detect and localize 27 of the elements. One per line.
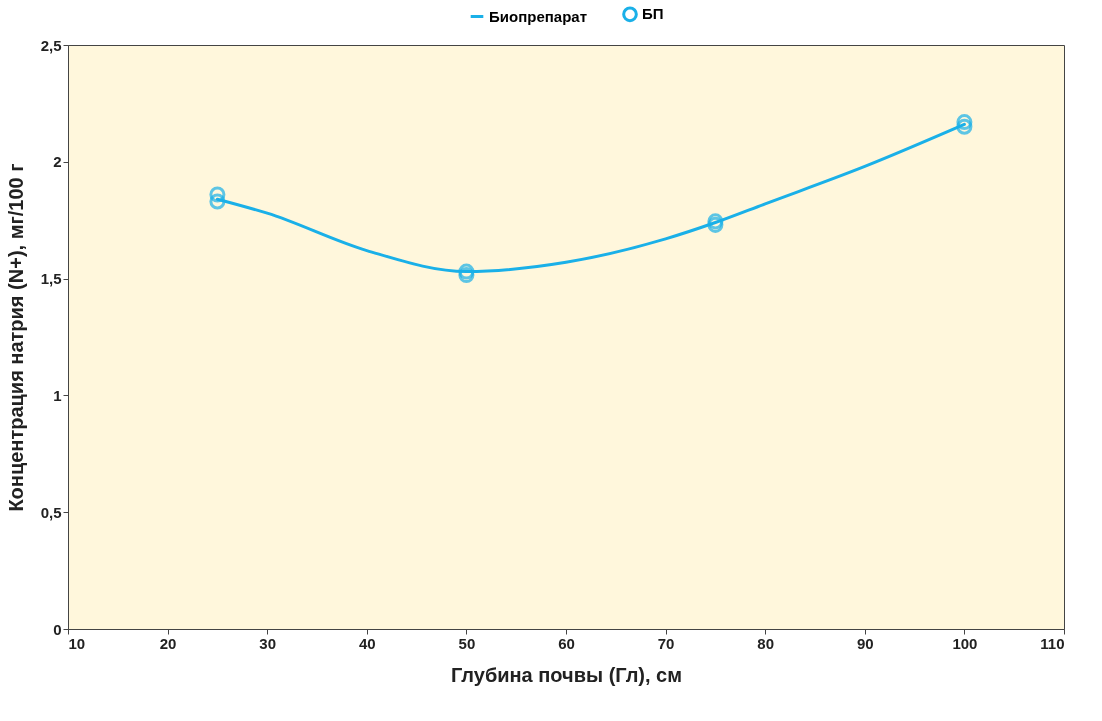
x-tick-label: 60: [558, 634, 575, 652]
x-tick-label: 90: [856, 634, 874, 652]
x-tick-label: 40: [358, 634, 376, 652]
y-tick-label: 2: [53, 153, 62, 171]
point: [209, 193, 226, 210]
point: [956, 118, 973, 135]
legend-label: БП: [642, 5, 664, 23]
point: [458, 267, 475, 284]
y-tick-label: 0,5: [40, 503, 62, 521]
x-tick-label: 50: [458, 634, 476, 652]
x-tick-label: 30: [259, 634, 277, 652]
point: [209, 186, 226, 203]
x-tick-label: 10: [68, 634, 86, 652]
y-tick-label: 0: [53, 620, 62, 638]
x-tick-label: 20: [159, 634, 177, 652]
x-tick-label: 110: [1040, 634, 1065, 652]
y-axis-title: Концентрация натрия (N+), мг/100 г: [4, 163, 27, 512]
legend-label: Биопрепарат: [489, 7, 587, 25]
y-tick-label: 1: [53, 386, 62, 404]
point: [956, 114, 973, 131]
y-tick-label: 1,5: [40, 270, 62, 288]
y-tick-label: 2,5: [40, 36, 62, 54]
x-tick-label: 100: [952, 634, 978, 652]
point: [458, 263, 475, 280]
x-tick-label: 80: [757, 634, 775, 652]
x-tick-label: 70: [657, 634, 675, 652]
x-axis-title: Глубина почвы (Гл), см: [450, 663, 683, 686]
